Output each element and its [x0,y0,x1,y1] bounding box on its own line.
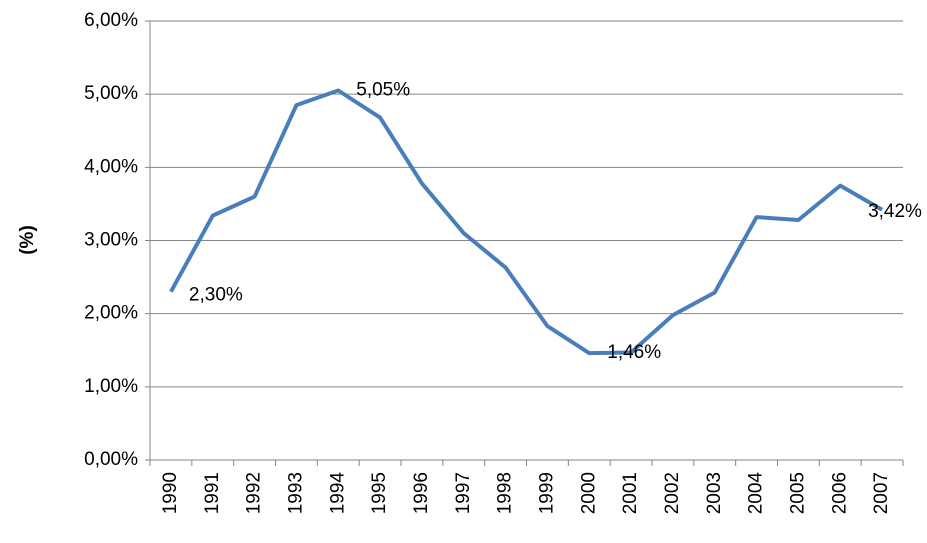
x-tick-label: 2002 [662,472,683,514]
y-tick-label: 5,00% [84,83,138,104]
x-tick-label: 1997 [453,472,474,514]
y-tick-label: 4,00% [84,156,138,177]
x-tick-label: 1996 [411,472,432,514]
x-tick-label: 2000 [578,472,599,514]
x-tick-label: 2003 [704,472,725,514]
line [169,88,884,356]
y-tick-label: 3,00% [84,230,138,251]
data-label: 3,42% [868,201,922,222]
data-label: 2,30% [189,285,243,306]
y-tick-label: 2,00% [84,303,138,324]
y-tick-label: 6,00% [84,10,138,31]
x-tick-label: 2005 [787,472,808,514]
x-tick-label: 2001 [620,472,641,514]
y-axis-label: (%) [17,225,38,255]
x-tick-label: 2004 [746,472,767,515]
x-tick-label: 1999 [536,472,557,514]
x-tick-label: 2006 [829,472,850,514]
data-label: 1,46% [607,342,661,363]
x-tick-label: 1998 [495,472,516,514]
x-tick-label: 1991 [202,472,223,514]
data-label: 5,05% [356,80,410,101]
y-tick-label: 1,00% [84,376,138,397]
x-tick-label: 1990 [160,472,181,514]
x-tick-label: 1992 [244,472,265,514]
x-tick-label: 2007 [871,472,892,514]
x-tick-label: 1994 [327,472,348,515]
y-tick-label: 0,00% [84,449,138,470]
x-tick-label: 1995 [369,472,390,514]
x-tick-label: 1993 [285,472,306,514]
